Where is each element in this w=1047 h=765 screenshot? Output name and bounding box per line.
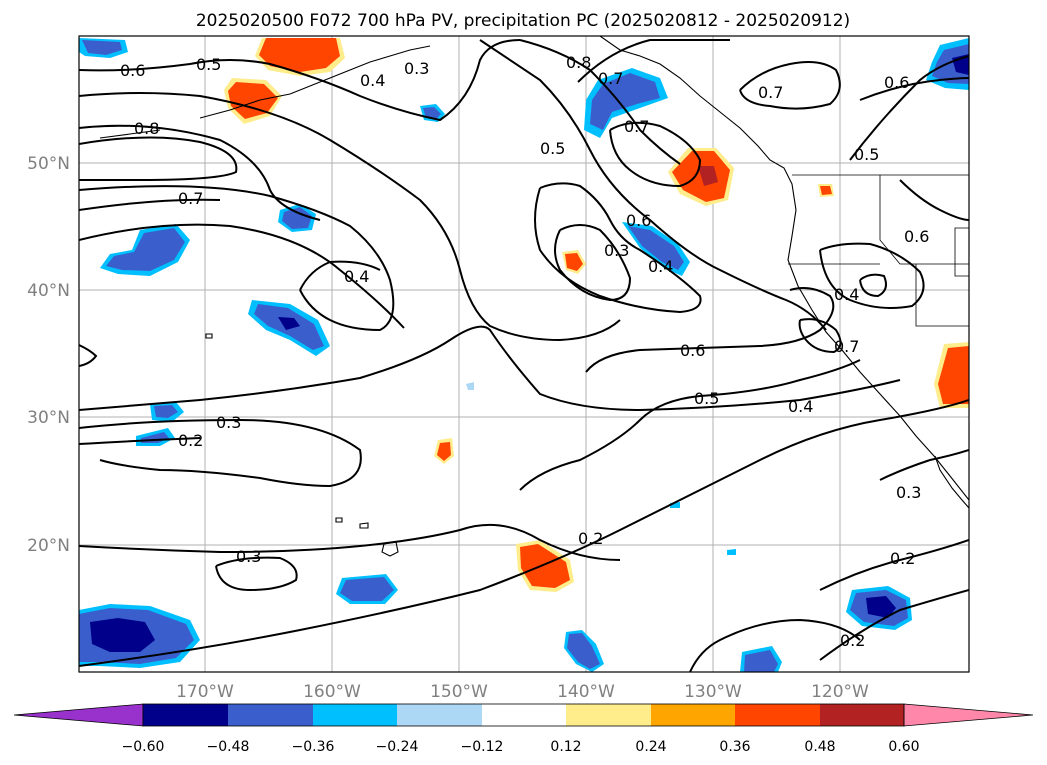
colorbar-tick: −0.48 <box>207 739 250 755</box>
contour-label: 0.7 <box>178 189 203 208</box>
contour-label: 0.2 <box>840 631 865 650</box>
colorbar-tick: −0.12 <box>461 739 504 755</box>
colorbar-tick: 0.36 <box>719 739 750 755</box>
colorbar-segment <box>651 704 735 726</box>
contour-label: 0.7 <box>598 69 623 88</box>
contour-label: 0.8 <box>134 119 159 138</box>
colorbar-tick: 0.24 <box>635 739 666 755</box>
contour-labels: 0.6 0.5 0.4 0.3 0.8 0.7 0.8 0.7 0.7 0.6 … <box>120 53 929 650</box>
colorbar-segment <box>482 704 566 726</box>
colorbar-tick: 0.60 <box>888 739 919 755</box>
colorbar-segment <box>143 704 228 726</box>
lon-label-160w: 160°W <box>303 682 361 702</box>
colorbar-segment <box>566 704 651 726</box>
contour-label: 0.7 <box>624 117 649 136</box>
lon-label-120w: 120°W <box>811 682 869 702</box>
colorbar-tick: −0.24 <box>376 739 419 755</box>
contour-label: 0.6 <box>626 211 651 230</box>
contour-label: 0.4 <box>344 267 369 286</box>
contour-label: 0.3 <box>604 241 629 260</box>
contour-label: 0.4 <box>788 397 813 416</box>
colorbar-segment <box>313 704 397 726</box>
contour-label: 0.7 <box>834 337 859 356</box>
contour-label: 0.7 <box>758 83 783 102</box>
lat-label-30n: 30°N <box>27 408 70 428</box>
contour-label: 0.5 <box>694 389 719 408</box>
map-frame <box>78 35 970 673</box>
colorbar-segment <box>735 704 820 726</box>
colorbar-segment <box>820 704 904 726</box>
colorbar-tick: −0.36 <box>292 739 335 755</box>
lon-label-170w: 170°W <box>176 682 234 702</box>
lon-label-140w: 140°W <box>557 682 615 702</box>
pv-contours <box>79 38 969 672</box>
colorbar-segment <box>13 703 144 727</box>
contour-label: 0.4 <box>834 285 859 304</box>
lat-label-50n: 50°N <box>27 154 70 174</box>
colorbar-tick: 0.12 <box>550 739 581 755</box>
contour-label: 0.3 <box>404 59 429 78</box>
contour-label: 0.5 <box>196 55 221 74</box>
contour-label: 0.4 <box>648 257 673 276</box>
colorbar-segment <box>903 703 1034 727</box>
colorbar-tick: 0.48 <box>804 739 835 755</box>
lat-label-20n: 20°N <box>27 536 70 556</box>
contour-label: 0.6 <box>680 341 705 360</box>
colorbar-frame <box>142 703 905 727</box>
map-title: 2025020500 F072 700 hPa PV, precipitatio… <box>196 11 850 31</box>
colorbar <box>13 703 1034 727</box>
contour-label: 0.6 <box>904 227 929 246</box>
political-borders <box>788 174 969 327</box>
colorbar-ticks: −0.60 −0.48 −0.36 −0.24 −0.12 0.12 0.24 … <box>122 739 920 755</box>
contour-label: 0.2 <box>578 529 603 548</box>
lon-label-130w: 130°W <box>684 682 742 702</box>
contour-label: 0.5 <box>854 145 879 164</box>
contour-label: 0.6 <box>884 73 909 92</box>
map-area: 0.6 0.5 0.4 0.3 0.8 0.7 0.8 0.7 0.7 0.6 … <box>79 36 969 672</box>
contour-label: 0.2 <box>890 549 915 568</box>
latitude-labels: 50°N 40°N 30°N 20°N <box>27 154 70 556</box>
lon-label-150w: 150°W <box>430 682 488 702</box>
precip-negative <box>79 38 969 672</box>
contour-label: 0.3 <box>236 547 261 566</box>
contour-label: 0.3 <box>216 413 241 432</box>
colorbar-segment <box>228 704 313 726</box>
lat-label-40n: 40°N <box>27 281 70 301</box>
longitude-labels: 170°W 160°W 150°W 140°W 130°W 120°W <box>176 682 869 702</box>
contour-label: 0.8 <box>566 53 591 72</box>
contour-label: 0.4 <box>360 71 385 90</box>
contour-label: 0.2 <box>178 431 203 450</box>
contour-label: 0.3 <box>896 483 921 502</box>
contour-label: 0.5 <box>540 139 565 158</box>
colorbar-tick: −0.60 <box>122 739 165 755</box>
contour-label: 0.6 <box>120 61 145 80</box>
colorbar-segment <box>397 704 482 726</box>
